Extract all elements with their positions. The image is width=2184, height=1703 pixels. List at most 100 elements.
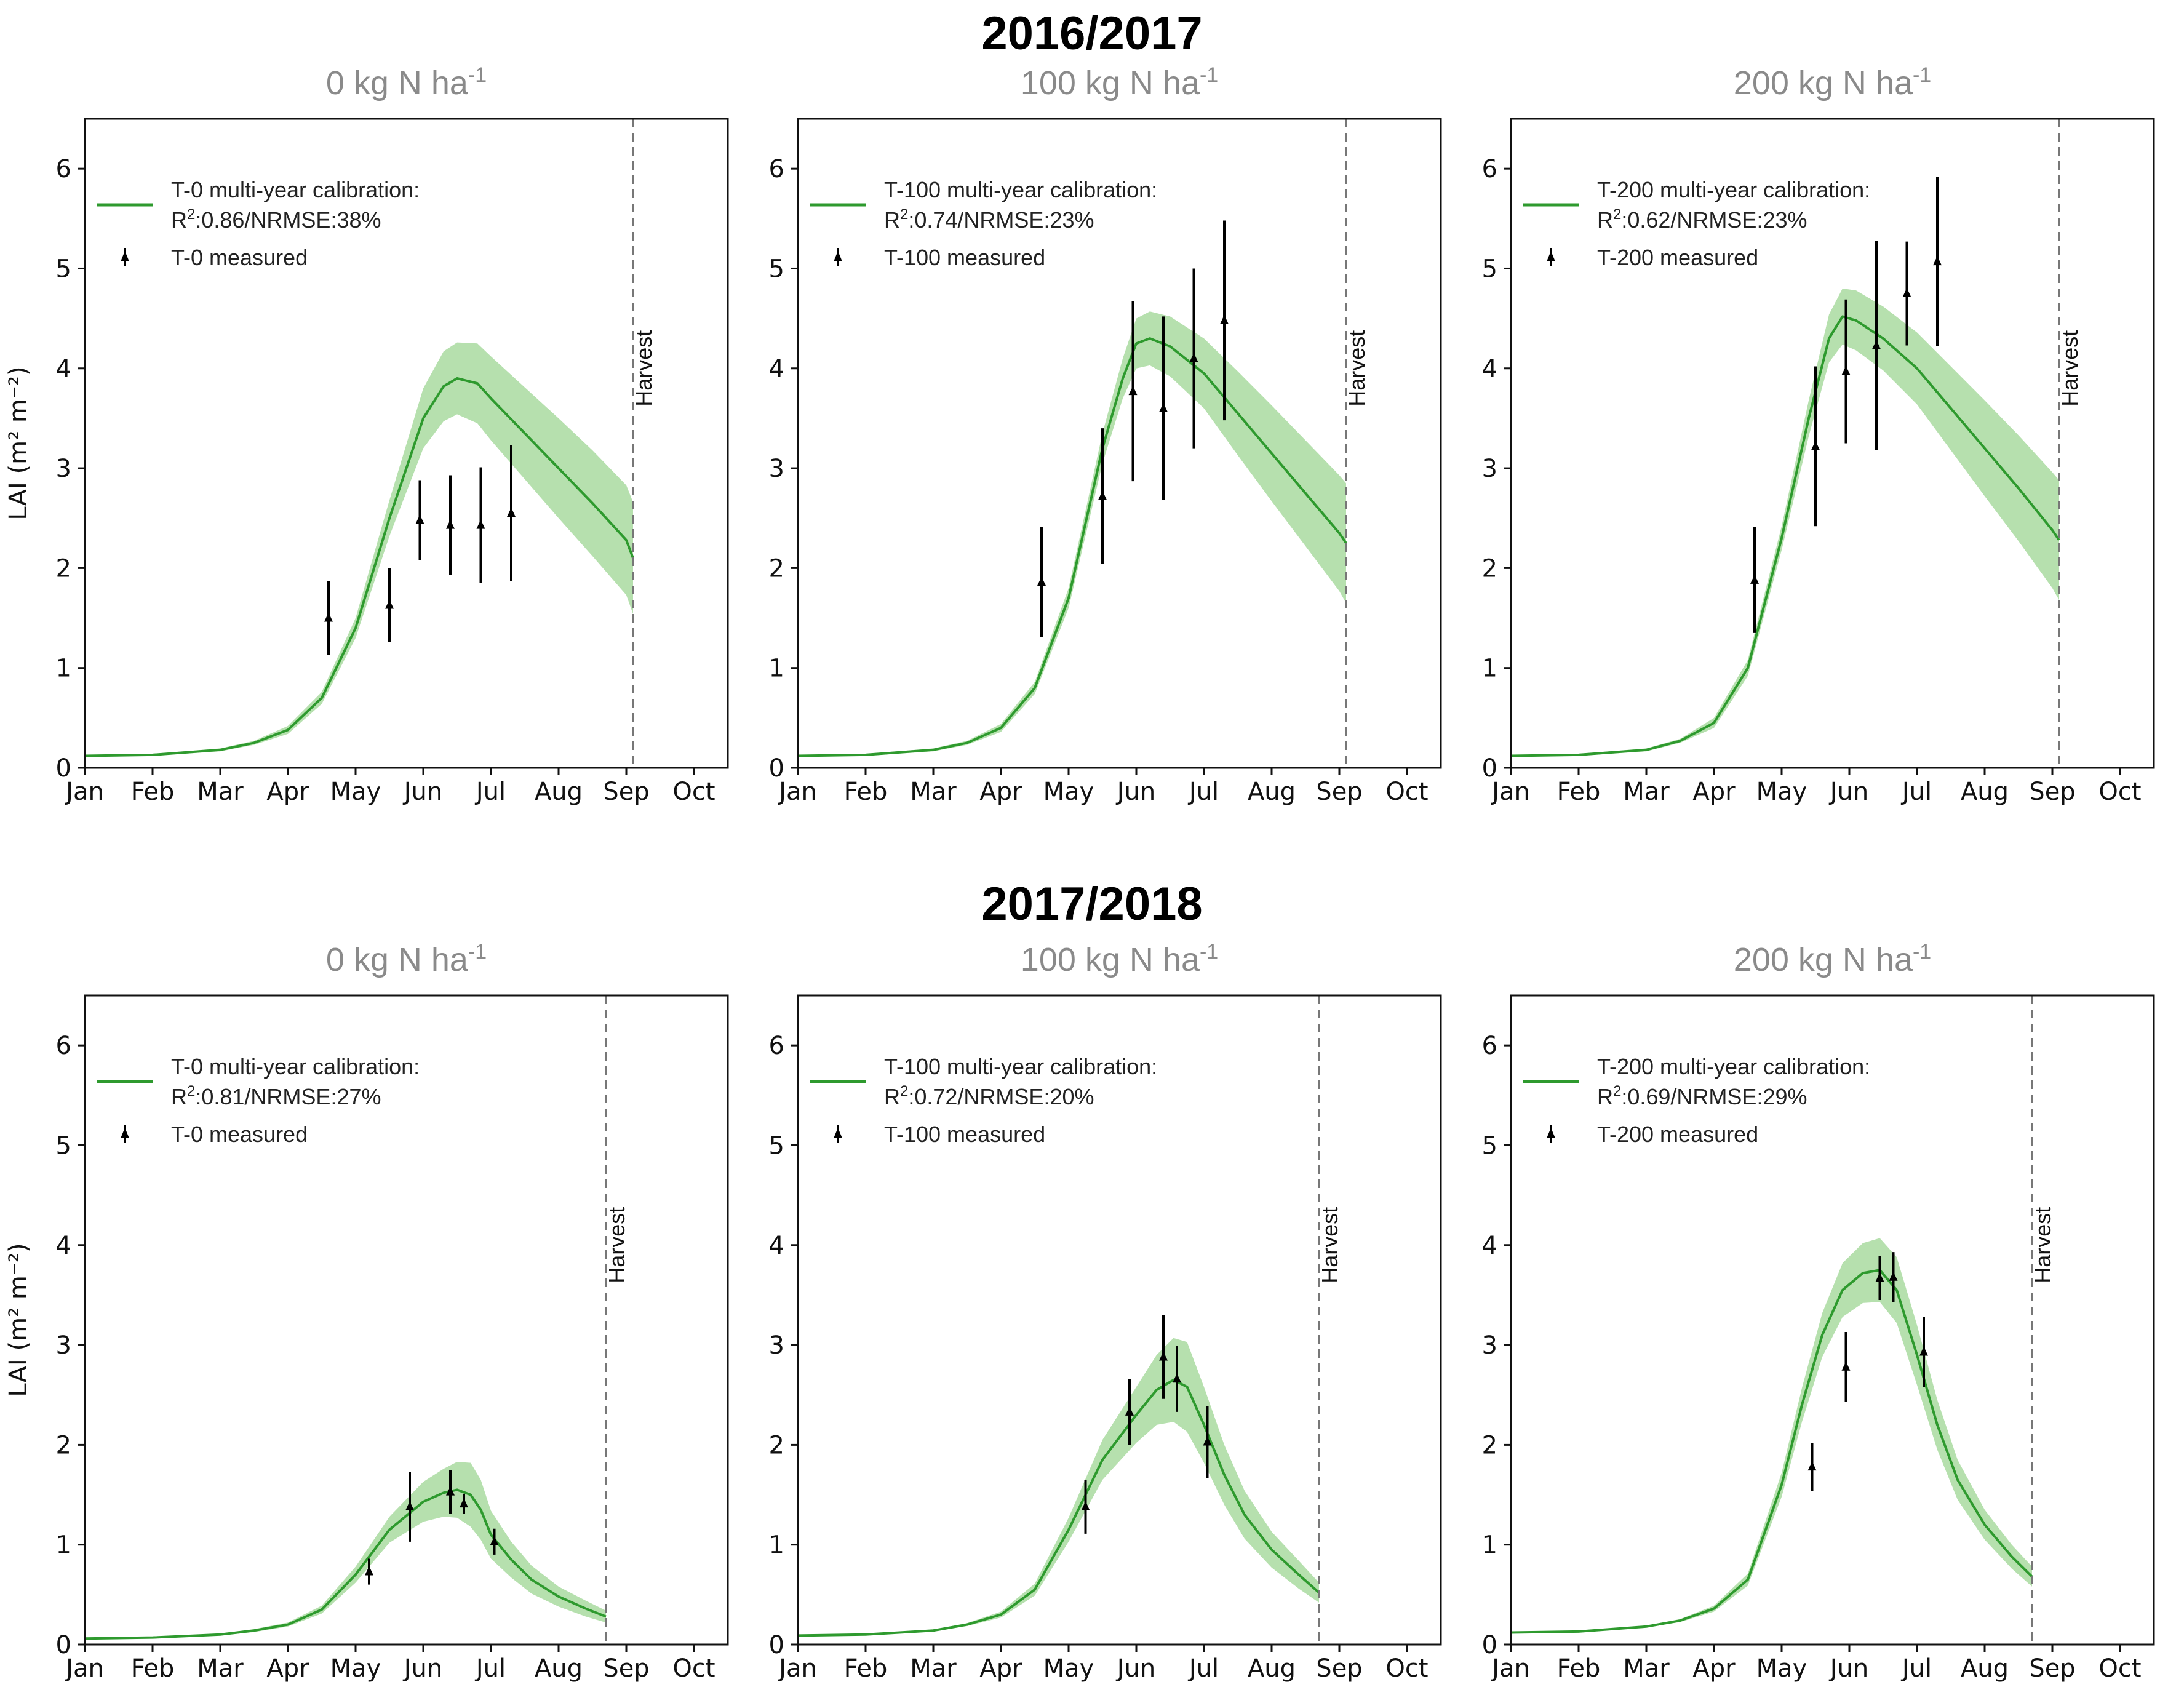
- y-tick-label-1: 1: [56, 1531, 71, 1560]
- harvest-label: Harvest: [604, 1207, 629, 1283]
- measured-point-3: [1159, 1351, 1168, 1361]
- uncertainty-band: [798, 1338, 1319, 1637]
- legend-measured-label: T-0 measured: [171, 1122, 308, 1147]
- legend-measured-marker: [121, 251, 129, 261]
- legend-stats: R2:0.69/NRMSE:29%: [1597, 1083, 1807, 1109]
- measured-point-4: [1889, 1271, 1898, 1281]
- measured-point-1: [1807, 1461, 1817, 1471]
- x-tick-label-jul: Jul: [1187, 778, 1219, 806]
- axes-frame: [797, 118, 1442, 769]
- y-tick-label-5: 5: [1482, 255, 1497, 283]
- model-line: [84, 1488, 607, 1640]
- x-tick-label-apr: Apr: [979, 1654, 1022, 1683]
- x-tick-label-feb: Feb: [131, 778, 175, 806]
- harvest-label: Harvest: [1344, 330, 1369, 407]
- x-tick-label-aug: Aug: [1248, 1654, 1296, 1683]
- panel-title-main: 0 kg N ha: [326, 65, 469, 102]
- y-tick-label-0: 0: [1482, 754, 1497, 783]
- measured-point-2: [405, 1501, 414, 1511]
- model-line: [797, 1378, 1320, 1637]
- measured-point-2: [1841, 1361, 1851, 1371]
- y-tick-label-4: 4: [769, 1232, 784, 1260]
- measured-point-3: [446, 1486, 455, 1496]
- y-tick-label-1: 1: [56, 655, 71, 683]
- legend-stats-sup: 2: [1613, 206, 1621, 223]
- measured-point-5: [476, 519, 485, 529]
- legend-measured-label: T-200 measured: [1597, 245, 1758, 270]
- panel-4: 0 kg N ha-1 Harvest 0 1 2 3 4 5 6 Jan Feb Mar Apr May…: [4, 940, 729, 1683]
- measured-point-5: [1189, 353, 1198, 362]
- legend: T-100 multi-year calibration: R2:0.74/NRM…: [810, 177, 1157, 270]
- x-tick-label-apr: Apr: [979, 778, 1022, 806]
- x-tick-label-jan: Jan: [1490, 1654, 1530, 1683]
- measured-point-5: [1902, 288, 1911, 298]
- model-line: [1510, 315, 2060, 757]
- axes-frame: [84, 994, 729, 1646]
- y-tick-label-4: 4: [56, 355, 71, 383]
- x-tick-label-oct: Oct: [1385, 1654, 1428, 1683]
- x-tick-label-apr: Apr: [266, 778, 309, 806]
- axes-frame: [1510, 994, 2155, 1646]
- axes-frame: [1510, 118, 2155, 769]
- y-tick-label-6: 6: [56, 155, 71, 183]
- y-tick-label-4: 4: [56, 1232, 71, 1260]
- harvest-label: Harvest: [2057, 330, 2082, 407]
- measured-point-4: [1173, 1373, 1181, 1383]
- y-tick-label-3: 3: [56, 455, 71, 483]
- x-tick-label-oct: Oct: [2098, 778, 2141, 806]
- uncertainty-band: [85, 1461, 606, 1640]
- y-axis-label: LAI (m² m⁻²): [4, 1243, 33, 1397]
- panel-title-main: 0 kg N ha: [326, 941, 469, 978]
- x-tick-label-jul: Jul: [1900, 1654, 1932, 1683]
- x-tick-label-oct: Oct: [2098, 1654, 2141, 1683]
- legend-stats-sup: 2: [900, 206, 908, 223]
- panel-title-sup: -1: [1200, 63, 1218, 87]
- x-tick-label-may: May: [330, 778, 381, 806]
- y-tick-label-6: 6: [1482, 155, 1497, 183]
- measured-point-5: [1203, 1436, 1212, 1446]
- measured-point-4: [1872, 340, 1881, 349]
- x-tick-label-feb: Feb: [1557, 778, 1601, 806]
- x-tick-label-jan: Jan: [64, 778, 104, 806]
- y-tick-label-6: 6: [769, 1032, 784, 1060]
- x-tick-label-mar: Mar: [1623, 1654, 1670, 1683]
- panel-title-sup: -1: [468, 63, 487, 87]
- axes-frame: [84, 118, 729, 769]
- harvest-label: Harvest: [1317, 1207, 1342, 1283]
- legend-stats-rest: :0.69/NRMSE:29%: [1621, 1084, 1807, 1109]
- y-tick-label-1: 1: [1482, 1531, 1497, 1560]
- panel-title: 0 kg N ha-1: [326, 63, 487, 102]
- x-tick-label-may: May: [1043, 1654, 1094, 1683]
- model-line: [797, 337, 1347, 757]
- x-tick-label-jul: Jul: [1187, 1654, 1219, 1683]
- x-tick-label-sep: Sep: [2029, 1654, 2075, 1683]
- legend: T-100 multi-year calibration: R2:0.72/NRM…: [810, 1054, 1157, 1147]
- measured-point-1: [1037, 576, 1046, 586]
- panel-title: 100 kg N ha-1: [1021, 63, 1218, 102]
- panel-title: 200 kg N ha-1: [1734, 940, 1931, 978]
- legend-measured-marker: [834, 1128, 842, 1138]
- legend-measured-label: T-200 measured: [1597, 1122, 1758, 1147]
- legend-stats-sup: 2: [1613, 1083, 1621, 1099]
- x-tick-label-apr: Apr: [1692, 1654, 1736, 1683]
- model-line: [84, 377, 634, 757]
- axes-frame: [797, 994, 1442, 1646]
- x-tick-label-jan: Jan: [64, 1654, 104, 1683]
- measured-point-5: [1919, 1346, 1928, 1356]
- legend-stats: R2:0.74/NRMSE:23%: [884, 206, 1094, 233]
- x-tick-label-oct: Oct: [672, 1654, 715, 1683]
- legend-stats-rest: :0.72/NRMSE:20%: [908, 1084, 1094, 1109]
- x-tick-label-may: May: [1043, 778, 1094, 806]
- x-tick-label-sep: Sep: [1316, 1654, 1362, 1683]
- legend-stats: R2:0.81/NRMSE:27%: [171, 1083, 381, 1109]
- x-tick-label-jun: Jun: [402, 1654, 443, 1683]
- x-tick-label-jun: Jun: [1828, 1654, 1869, 1683]
- uncertainty-band: [1511, 1238, 2032, 1633]
- measured-point-2: [1811, 441, 1820, 450]
- panel-5: 100 kg N ha-1 Harvest 0 1 2 3 4 5 6 Jan Feb Mar Apr M…: [769, 940, 1442, 1683]
- measured-point-3: [415, 514, 424, 524]
- x-tick-label-jan: Jan: [777, 778, 817, 806]
- legend-measured-marker: [121, 1128, 129, 1138]
- x-tick-label-may: May: [1756, 778, 1807, 806]
- harvest-label: Harvest: [631, 330, 656, 407]
